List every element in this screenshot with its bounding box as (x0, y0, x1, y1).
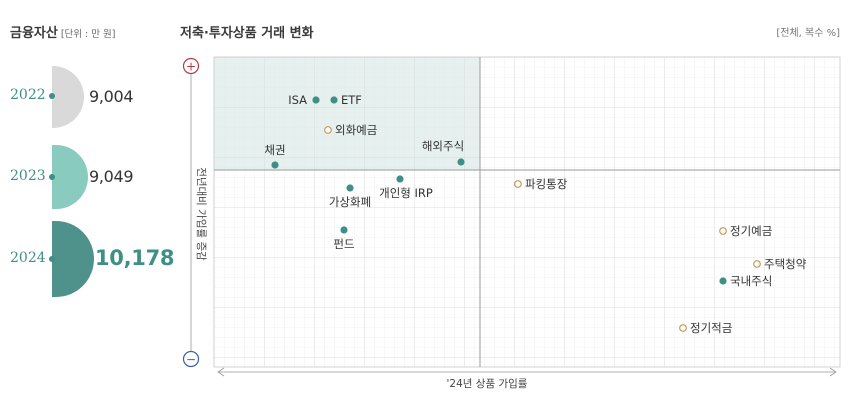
point-label-2: 외화예금 (335, 123, 377, 137)
point-marker-1 (330, 96, 338, 104)
point-marker-8 (514, 180, 522, 188)
asset-value-2024: 10,178 (95, 246, 175, 270)
point-marker-7 (340, 226, 348, 234)
minus-symbol: − (186, 353, 196, 367)
point-label-8: 파킹통장 (525, 177, 568, 191)
year-dot-2024 (49, 256, 55, 262)
point-marker-9 (719, 227, 727, 235)
point-label-10: 주택청약 (764, 257, 807, 271)
point-marker-11 (719, 277, 727, 285)
x-axis-left-arrow (217, 367, 225, 377)
point-marker-3 (271, 161, 279, 169)
asset-value-2022: 9,004 (89, 87, 134, 106)
year-label-2023: 2023 (10, 168, 46, 184)
chart-scope: [전체, 복수 %] (776, 28, 840, 39)
point-label-1: ETF (341, 93, 362, 107)
point-label-3: 채권 (264, 143, 285, 157)
point-label-6: 개인형 IRP (379, 186, 433, 200)
plus-symbol: + (186, 60, 196, 74)
y-axis-label: 전년대비 가입률 증감 (195, 167, 208, 261)
major-grid (214, 57, 840, 367)
point-label-5: 가상화폐 (329, 195, 371, 209)
year-label-2024: 2024 (10, 250, 46, 266)
plus-marker (182, 57, 200, 75)
point-marker-10 (753, 260, 761, 268)
minus-marker (182, 350, 200, 368)
asset-value-2023: 9,049 (89, 167, 134, 186)
point-marker-4 (457, 158, 465, 166)
point-marker-0 (312, 96, 320, 104)
chart-title: 저축·투자상품 거래 변화 (180, 26, 314, 41)
point-marker-2 (324, 126, 332, 134)
point-marker-5 (346, 184, 354, 192)
year-dot-2022 (49, 93, 55, 99)
point-label-11: 국내주식 (730, 274, 772, 288)
point-label-7: 펀드 (333, 237, 354, 251)
point-label-0: ISA (288, 93, 307, 107)
year-label-2022: 2022 (10, 87, 46, 103)
plot-border (213, 56, 841, 368)
x-axis-right-arrow (829, 367, 837, 377)
point-label-4: 해외주식 (422, 139, 464, 153)
point-marker-6 (396, 175, 404, 183)
point-marker-12 (679, 324, 687, 332)
year-dot-2023 (49, 174, 55, 180)
assets-title: 금융자산 [단위 : 만 원] (10, 26, 116, 41)
point-label-12: 정기적금 (690, 321, 732, 335)
x-axis-label: '24년 상품 가입률 (447, 377, 528, 390)
point-label-9: 정기예금 (730, 224, 772, 238)
assets-unit: [단위 : 만 원] (60, 29, 116, 40)
